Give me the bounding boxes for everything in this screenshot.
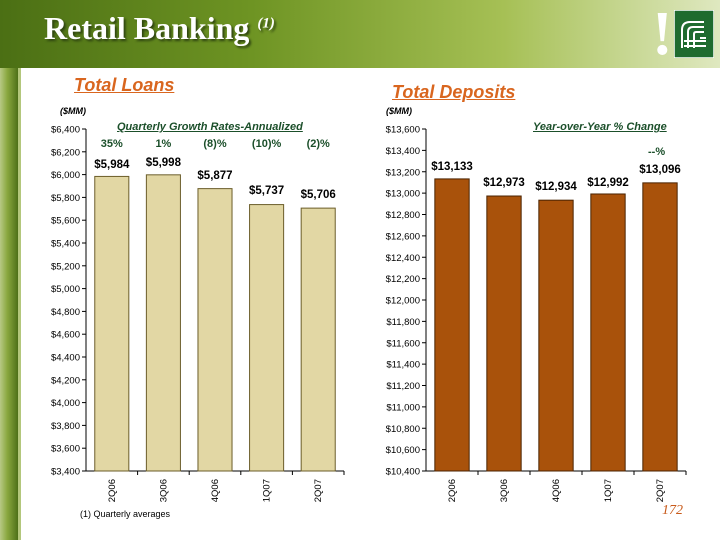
loans-category-label: 1Q07 xyxy=(262,479,273,502)
deposits-value-label: $12,973 xyxy=(483,177,525,189)
deposits-change-label: --% xyxy=(648,146,666,158)
deposits-y-tick-label: $11,800 xyxy=(386,317,420,328)
loans-y-tick-label: $4,600 xyxy=(51,330,80,341)
loans-category-label: 3Q06 xyxy=(158,479,169,502)
loans-chart-title: Total Loans xyxy=(74,75,175,95)
loans-y-tick-label: $6,200 xyxy=(51,147,80,158)
loans-growth-rate: 1% xyxy=(155,138,171,150)
page-title: Retail Banking (1) xyxy=(44,10,275,47)
loans-bar xyxy=(300,207,336,472)
loans-category-label: 2Q07 xyxy=(313,479,324,502)
loans-y-tick-label: $5,400 xyxy=(51,239,80,250)
deposits-y-tick-label: $13,200 xyxy=(386,167,420,178)
loans-y-tick-label: $5,000 xyxy=(51,284,80,295)
deposits-bar xyxy=(538,199,574,472)
deposits-chart-title: Total Deposits xyxy=(392,82,516,102)
left-decorative-line xyxy=(18,68,21,540)
loans-y-tick-label: $6,000 xyxy=(51,170,80,181)
deposits-y-tick-label: $13,000 xyxy=(386,189,420,200)
loans-y-tick-label: $3,400 xyxy=(51,467,80,478)
loans-category-label: 2Q06 xyxy=(107,479,118,502)
loans-y-tick-label: $4,000 xyxy=(51,398,80,409)
deposits-y-tick-label: $13,400 xyxy=(386,146,420,157)
loans-y-tick-label: $6,400 xyxy=(51,125,80,136)
loans-bar xyxy=(249,204,285,472)
deposits-value-label: $13,133 xyxy=(431,161,473,173)
deposits-value-label: $12,992 xyxy=(587,177,629,189)
loans-y-tick-label: $4,200 xyxy=(51,375,80,386)
loans-y-tick-label: $4,400 xyxy=(51,353,80,364)
deposits-y-tick-label: $11,200 xyxy=(386,381,420,392)
deposits-y-tick-label: $12,600 xyxy=(386,231,420,242)
deposits-unit-label: ($MM) xyxy=(386,106,412,116)
loans-growth-rate: (8)% xyxy=(203,138,226,150)
loans-value-label: $5,706 xyxy=(301,189,336,201)
deposits-value-label: $13,096 xyxy=(639,164,681,176)
deposits-category-label: 2Q06 xyxy=(447,479,458,502)
exclamation-mark: ! xyxy=(652,0,673,68)
loans-bar xyxy=(197,188,233,472)
loans-y-tick-label: $4,800 xyxy=(51,307,80,318)
loans-unit-label: ($MM) xyxy=(60,106,86,116)
deposits-category-label: 1Q07 xyxy=(603,479,614,502)
deposits-y-tick-label: $13,600 xyxy=(386,125,420,136)
deposits-y-tick-label: $12,800 xyxy=(386,210,420,221)
deposits-y-tick-label: $12,000 xyxy=(386,296,420,307)
deposits-bar xyxy=(590,193,626,472)
loans-y-tick-label: $5,600 xyxy=(51,216,80,227)
loans-category-label: 4Q06 xyxy=(210,479,221,502)
loans-growth-subtitle: Quarterly Growth Rates-Annualized xyxy=(117,121,303,133)
deposits-y-tick-label: $10,600 xyxy=(386,445,420,456)
footnote: (1) Quarterly averages xyxy=(80,509,171,519)
bank-logo-icon xyxy=(674,10,714,58)
deposits-category-label: 4Q06 xyxy=(551,479,562,502)
loans-y-tick-label: $3,800 xyxy=(51,421,80,432)
loans-value-label: $5,737 xyxy=(249,185,284,197)
loans-growth-rate: 35% xyxy=(101,138,123,150)
deposits-y-tick-label: $10,400 xyxy=(386,467,420,478)
loans-y-tick-label: $5,800 xyxy=(51,193,80,204)
page-number: 172 xyxy=(662,503,683,518)
loans-y-tick-label: $3,600 xyxy=(51,444,80,455)
page-title-note: (1) xyxy=(257,15,275,32)
header-bar xyxy=(0,0,720,68)
loans-value-label: $5,984 xyxy=(94,159,130,171)
deposits-y-tick-label: $11,600 xyxy=(386,338,420,349)
deposits-y-tick-label: $11,000 xyxy=(386,402,420,413)
deposits-bar xyxy=(642,182,678,472)
loans-bar xyxy=(94,175,130,472)
deposits-y-tick-label: $12,400 xyxy=(386,253,420,264)
deposits-change-subtitle: Year-over-Year % Change xyxy=(533,121,667,133)
loans-value-label: $5,877 xyxy=(197,170,232,182)
loans-bar xyxy=(145,174,181,472)
deposits-category-label: 2Q07 xyxy=(655,479,666,502)
deposits-y-tick-label: $10,800 xyxy=(386,424,420,435)
deposits-value-label: $12,934 xyxy=(535,181,577,193)
deposits-y-tick-label: $12,200 xyxy=(386,274,420,285)
left-decorative-strip xyxy=(0,68,18,540)
deposits-bar xyxy=(486,195,522,472)
loans-value-label: $5,998 xyxy=(146,157,182,169)
deposits-y-tick-label: $11,400 xyxy=(386,360,420,371)
deposits-bar xyxy=(434,178,470,472)
page-title-text: Retail Banking xyxy=(44,10,250,46)
loans-y-tick-label: $5,200 xyxy=(51,261,80,272)
loans-growth-rate: (10)% xyxy=(252,138,282,150)
loans-growth-rate: (2)% xyxy=(307,138,330,150)
deposits-category-label: 3Q06 xyxy=(499,479,510,502)
